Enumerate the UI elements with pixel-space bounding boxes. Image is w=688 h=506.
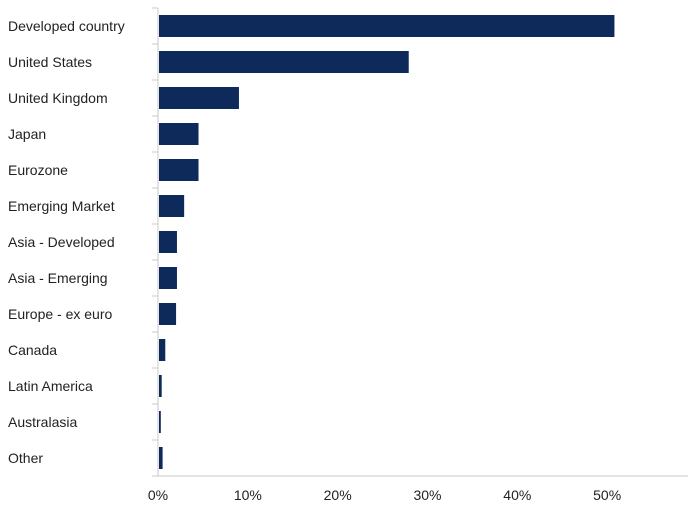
x-tick-label: 40% xyxy=(503,487,531,503)
category-label: United States xyxy=(8,54,92,70)
bar-united-states xyxy=(159,51,409,73)
category-label: Europe - ex euro xyxy=(8,306,112,322)
bar-latin-america xyxy=(159,375,162,397)
bar-europe-ex-euro xyxy=(159,303,177,325)
bar-eurozone xyxy=(159,159,199,181)
category-label: Emerging Market xyxy=(8,198,115,214)
bar-australasia xyxy=(159,411,161,433)
category-label: Asia - Emerging xyxy=(8,270,108,286)
category-label: Developed country xyxy=(8,18,125,34)
category-label: Japan xyxy=(8,126,46,142)
category-label: Latin America xyxy=(8,378,93,394)
category-label: Other xyxy=(8,450,43,466)
category-label: Canada xyxy=(8,342,57,358)
category-label: Asia - Developed xyxy=(8,234,115,250)
x-tick-labels: 0% 10% 20% 30% 40% 50% xyxy=(148,487,621,503)
category-label: Australasia xyxy=(8,414,77,430)
bar-asia-emerging xyxy=(159,267,177,289)
category-label: United Kingdom xyxy=(8,90,108,106)
x-tick-label: 50% xyxy=(593,487,621,503)
bar-united-kingdom xyxy=(159,87,239,109)
bar-developed-country xyxy=(159,15,615,37)
x-tick-label: 20% xyxy=(324,487,352,503)
bar-asia-developed xyxy=(159,231,177,253)
x-tick-label: 0% xyxy=(148,487,168,503)
bar-canada xyxy=(159,339,166,361)
chart-bars xyxy=(159,15,615,469)
bar-japan xyxy=(159,123,199,145)
x-tick-label: 10% xyxy=(234,487,262,503)
x-tick-label: 30% xyxy=(413,487,441,503)
bar-other xyxy=(159,447,163,469)
bar-emerging-market xyxy=(159,195,185,217)
chart-axes xyxy=(152,7,688,477)
category-label: Eurozone xyxy=(8,162,68,178)
category-labels: Developed country United States United Kin… xyxy=(8,18,125,466)
